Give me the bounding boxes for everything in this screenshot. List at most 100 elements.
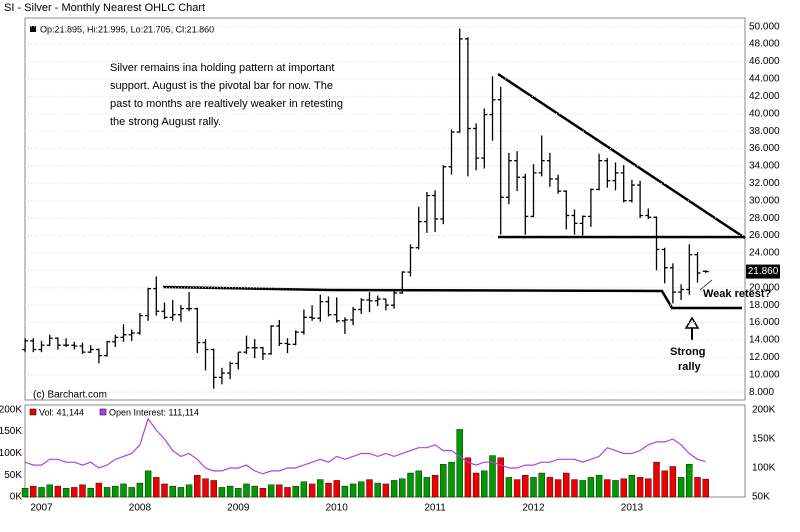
y-tick-label: 100K — [752, 463, 776, 474]
volume-bar — [95, 482, 103, 498]
volume-bar — [87, 488, 94, 498]
y-tick-label: 10.000 — [749, 369, 780, 380]
volume-bar — [448, 461, 455, 498]
y-tick-label: 50K — [752, 492, 770, 503]
volume-bar — [604, 479, 611, 498]
volume-bar — [251, 485, 258, 498]
y-tick-label: 150K — [0, 426, 22, 437]
volume-bar — [661, 470, 668, 498]
header: Op:21.895, Hi:21.995, Lo:21.705, Cl:21.8… — [40, 24, 214, 34]
y-tick-label: 16.000 — [749, 317, 780, 328]
y-tick-label: 38.000 — [749, 126, 780, 137]
volume-bar — [325, 482, 332, 498]
y-tick-label: 150K — [752, 434, 776, 445]
volume-bar — [399, 478, 406, 498]
x-tick-label: 2010 — [326, 503, 349, 514]
legend-swatch — [29, 408, 37, 416]
volume-bar — [169, 485, 176, 498]
volume-bar — [423, 477, 431, 498]
volume-bar — [440, 464, 447, 498]
y-tick-label: 100K — [0, 448, 22, 459]
y-tick-label: 50K — [4, 470, 22, 481]
trendlines — [162, 72, 746, 340]
volume-bar — [645, 478, 652, 498]
y-tick-label: 30.000 — [749, 195, 780, 206]
pointer — [699, 279, 713, 291]
support-line — [162, 285, 742, 310]
volume-bar — [587, 477, 595, 498]
volume-bar — [579, 480, 586, 498]
volume-bar — [431, 474, 439, 498]
volume-bar — [235, 488, 242, 498]
y-tick-label: 12.000 — [749, 352, 780, 363]
volume-bar — [46, 484, 53, 498]
y-tick-label: 18.000 — [749, 300, 780, 311]
chart-title: SI - Silver - Monthly Nearest OHLC Chart — [4, 2, 205, 14]
annotation: past to months are realtively weaker in … — [110, 98, 343, 110]
volume-bar — [112, 485, 119, 498]
volume-bar — [38, 487, 45, 498]
y-tick-label: 8.000 — [749, 387, 774, 398]
volume-bar — [390, 480, 398, 498]
volume-bar — [333, 480, 340, 498]
volume-bar — [210, 480, 217, 498]
resistance-line — [497, 72, 746, 240]
header-swatch — [30, 26, 36, 32]
volume-bar — [185, 484, 193, 498]
volume-bar — [120, 483, 127, 498]
y-tick-label: 40.000 — [749, 108, 780, 119]
volume-bar — [341, 485, 349, 498]
volume-bar — [103, 487, 111, 498]
volume-bar — [300, 481, 308, 498]
annotation: rally — [678, 361, 702, 373]
volume-bar — [243, 483, 250, 498]
volume-bar — [546, 477, 554, 498]
volume-bar — [128, 487, 135, 498]
price-tag: 21.860 — [748, 266, 779, 277]
volume-bar — [144, 470, 152, 498]
volume-bar — [595, 474, 603, 498]
legend-swatch — [99, 408, 107, 416]
annotation: the strong August rally. — [110, 116, 221, 128]
volume-bar — [267, 484, 275, 498]
annotation: Weak retest? — [703, 288, 772, 300]
volume-bar — [530, 477, 537, 498]
y-tick-label: 42.000 — [749, 91, 780, 102]
volume-bar — [177, 487, 185, 498]
price-tag-box — [746, 264, 780, 279]
volume-bar — [505, 477, 513, 498]
y-tick-label: 0K — [10, 492, 23, 503]
annotation: Strong — [670, 346, 705, 358]
volume-bar — [554, 479, 562, 498]
volume-bar — [194, 474, 201, 498]
volume-bar — [358, 481, 365, 498]
volume-bar — [284, 487, 291, 498]
volume-bar — [694, 477, 701, 498]
volume-bar — [702, 478, 709, 498]
x-tick-label: 2007 — [30, 503, 53, 514]
x-tick-label: 2008 — [129, 503, 152, 514]
volume-bar — [653, 461, 660, 498]
volume-bar — [628, 474, 636, 498]
volume-bar — [464, 457, 472, 498]
volume-bar — [497, 457, 504, 498]
y-tick-label: 200K — [0, 404, 22, 415]
x-tick-label: 2013 — [621, 503, 644, 514]
y-tick-label: 34.000 — [749, 161, 780, 172]
price-frame — [24, 17, 746, 401]
volume-bar — [677, 477, 685, 498]
y-tick-label: 50.000 — [749, 21, 780, 32]
volume-bar — [54, 485, 62, 498]
volume-bar — [276, 484, 283, 498]
volume-bar — [636, 477, 644, 498]
legend-label: Open Interest: 111,114 — [109, 407, 199, 417]
volume-bar — [571, 479, 578, 498]
legend-label: Vol: 41,144 — [39, 407, 84, 417]
volume-bar — [62, 488, 70, 498]
x-tick-label: 2011 — [424, 503, 446, 514]
y-tick-label: 44.000 — [749, 74, 780, 85]
y-tick-label: 26.000 — [749, 230, 780, 241]
volume-bar — [669, 466, 677, 498]
volume-bar — [481, 470, 488, 498]
